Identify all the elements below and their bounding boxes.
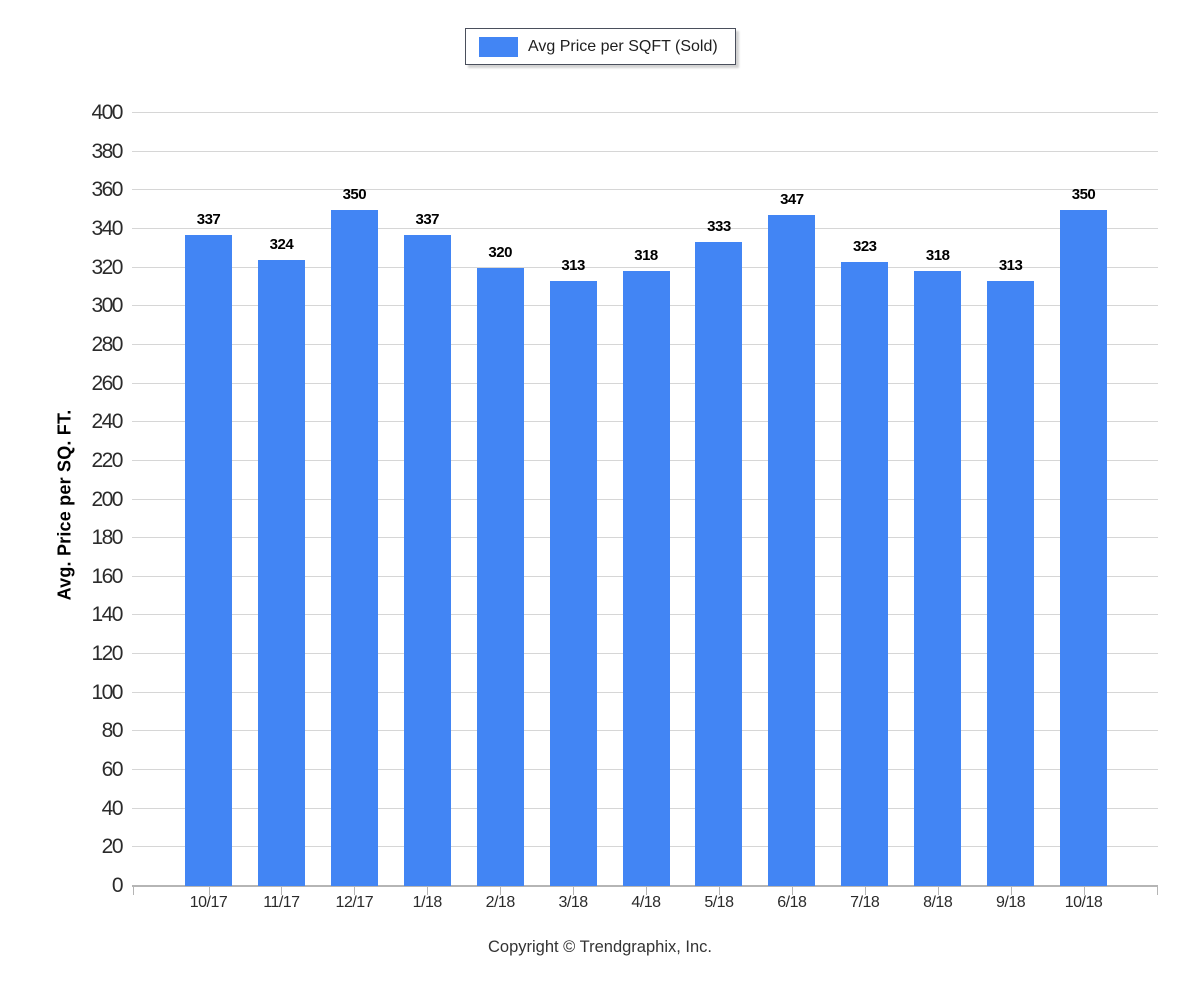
y-tick-label: 280 bbox=[91, 332, 123, 356]
y-tick-label: 60 bbox=[101, 758, 124, 782]
x-axis-tick bbox=[937, 886, 939, 895]
x-axis-tick bbox=[354, 886, 356, 895]
y-tick-label: 400 bbox=[91, 101, 123, 124]
y-tick-label: 80 bbox=[101, 719, 124, 743]
x-axis-tick bbox=[427, 886, 429, 895]
y-tick-label: 20 bbox=[101, 835, 124, 859]
bar-value-label: 350 bbox=[342, 185, 367, 203]
x-axis-end-tick bbox=[133, 886, 134, 895]
bar bbox=[914, 271, 962, 886]
bar-value-label: 320 bbox=[488, 243, 512, 261]
bar bbox=[257, 259, 305, 886]
bar bbox=[768, 215, 816, 886]
x-axis-labels: 10/17 11/17 12/17 1/18 2/18 3/18 4/18 5/18 6/18 7… bbox=[132, 894, 1158, 920]
x-axis-tick bbox=[281, 886, 283, 895]
bar bbox=[403, 234, 451, 886]
bar-value-label: 318 bbox=[634, 247, 658, 265]
x-axis-tick bbox=[791, 886, 793, 895]
bar bbox=[330, 209, 378, 886]
copyright-text: Copyright © Trendgraphix, Inc. bbox=[487, 938, 712, 956]
x-tick-label: 5/18 bbox=[704, 894, 734, 911]
y-tick-label: 160 bbox=[91, 564, 123, 588]
y-tick-label: 180 bbox=[91, 526, 123, 550]
plot-area: 337 324 350 337 320 313 318 333 347 323 318 313 350 bbox=[132, 112, 1158, 895]
bar-value-label: 324 bbox=[269, 235, 294, 253]
y-tick-label: 120 bbox=[91, 642, 123, 666]
x-tick-label: 11/17 bbox=[263, 894, 300, 911]
legend-swatch-icon bbox=[479, 36, 518, 57]
bar bbox=[476, 267, 524, 886]
y-tick-label: 360 bbox=[91, 178, 123, 202]
x-tick-label: 8/18 bbox=[923, 894, 953, 911]
bar-value-label: 333 bbox=[707, 218, 731, 236]
bar-value-label: 323 bbox=[852, 237, 877, 255]
x-axis-tick bbox=[718, 886, 720, 895]
bar bbox=[549, 281, 597, 886]
x-axis-tick bbox=[1010, 886, 1012, 895]
y-tick-label: 320 bbox=[91, 255, 123, 279]
y-tick-label: 0 bbox=[111, 874, 124, 897]
bar bbox=[622, 271, 670, 886]
y-tick-label: 240 bbox=[91, 410, 123, 434]
bar-value-label: 350 bbox=[1071, 185, 1096, 203]
x-axis-tick bbox=[864, 886, 866, 895]
x-axis-end-tick bbox=[1157, 886, 1158, 895]
bar-value-label: 313 bbox=[561, 257, 585, 275]
x-axis-tick bbox=[573, 886, 575, 895]
y-tick-label: 40 bbox=[101, 796, 124, 820]
x-tick-label: 9/18 bbox=[996, 894, 1026, 911]
x-tick-label: 12/17 bbox=[335, 894, 374, 911]
x-axis-tick bbox=[500, 886, 502, 895]
gridline bbox=[132, 227, 1158, 229]
bar bbox=[1060, 209, 1107, 886]
legend: Avg Price per SQFT (Sold) bbox=[465, 28, 736, 65]
gridline bbox=[132, 112, 1158, 113]
y-tick-label: 140 bbox=[91, 603, 123, 627]
gridline bbox=[132, 150, 1158, 152]
x-tick-label: 10/18 bbox=[1064, 894, 1103, 911]
bar-value-label: 337 bbox=[415, 210, 440, 228]
bar bbox=[185, 234, 232, 886]
bar-value-label: 347 bbox=[780, 191, 804, 209]
y-tick-label: 380 bbox=[91, 139, 123, 163]
x-tick-label: 7/18 bbox=[850, 894, 880, 911]
y-tick-label: 200 bbox=[91, 487, 123, 511]
x-tick-label: 1/18 bbox=[412, 894, 443, 911]
y-axis-labels: 0 20 40 60 80 100 120 140 160 180 200 220 240 260 280 3… bbox=[0, 102, 124, 897]
y-tick-label: 340 bbox=[91, 216, 123, 240]
x-tick-label: 2/18 bbox=[485, 894, 516, 911]
legend-label: Avg Price per SQFT (Sold) bbox=[528, 37, 718, 55]
bar bbox=[987, 281, 1035, 886]
x-tick-label: 10/17 bbox=[189, 894, 228, 911]
x-tick-label: 3/18 bbox=[558, 894, 589, 911]
bar-value-label: 318 bbox=[925, 247, 950, 265]
bar bbox=[695, 242, 743, 886]
x-tick-label: 6/18 bbox=[777, 894, 807, 911]
bar bbox=[841, 261, 889, 886]
bar-value-label: 313 bbox=[998, 257, 1023, 275]
x-axis-tick bbox=[1083, 886, 1085, 895]
y-tick-label: 260 bbox=[91, 371, 123, 395]
gridline bbox=[132, 266, 1158, 268]
x-tick-label: 4/18 bbox=[631, 894, 661, 911]
x-axis-tick bbox=[208, 886, 210, 895]
y-tick-label: 300 bbox=[91, 294, 123, 318]
bar-value-label: 337 bbox=[196, 210, 221, 228]
x-axis-line bbox=[132, 885, 1158, 887]
x-axis-tick bbox=[646, 886, 647, 895]
y-tick-label: 100 bbox=[91, 680, 123, 704]
y-tick-label: 220 bbox=[91, 448, 123, 472]
gridline bbox=[132, 189, 1158, 191]
